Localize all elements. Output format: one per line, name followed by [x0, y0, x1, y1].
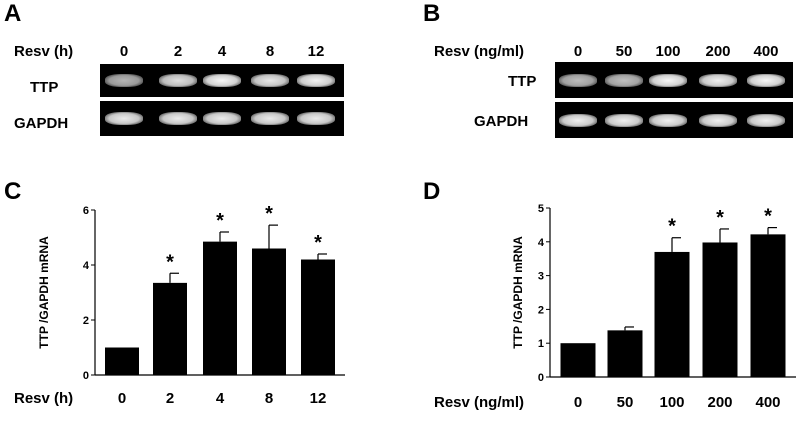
gel-band: [747, 73, 785, 87]
lane-label: 200: [705, 43, 731, 60]
x-category-label: 400: [755, 394, 780, 411]
gel-band: [605, 73, 643, 87]
panel-b-gapdh-gel: [555, 102, 793, 138]
x-category-label: 100: [659, 394, 684, 411]
panel-a-gapdh-gel: [100, 101, 344, 136]
panel-b-ttp-label: TTP: [508, 73, 537, 90]
lane-label: 0: [573, 43, 583, 60]
x-category-label: 12: [310, 390, 327, 407]
panel-b-ttp-gel: [555, 62, 793, 98]
gel-band: [297, 112, 335, 125]
bar: [750, 234, 786, 377]
gel-band: [297, 74, 335, 87]
gel-band: [747, 113, 785, 127]
gel-band: [605, 113, 643, 127]
lane-label: 12: [307, 43, 325, 60]
lane-label: 2: [173, 43, 183, 60]
panel-d-label: D: [423, 178, 441, 205]
y-axis-title: TTP /GAPDH mRNA: [37, 236, 51, 349]
y-tick-label: 1: [538, 338, 544, 350]
x-axis-title: Resv (h): [14, 390, 73, 407]
y-tick-label: 5: [538, 203, 544, 215]
bar: [105, 347, 139, 375]
panel-a-ttp-label: TTP: [30, 79, 59, 96]
y-tick-label: 3: [538, 271, 544, 283]
bar: [654, 251, 690, 377]
x-category-label: 8: [265, 390, 273, 407]
bar: [153, 282, 187, 375]
bar: [203, 241, 237, 375]
gel-band: [649, 113, 687, 127]
significance-marker: *: [166, 251, 174, 273]
gel-band: [699, 113, 737, 127]
y-tick-label: 2: [83, 315, 89, 327]
gel-band: [159, 112, 197, 125]
gel-band: [105, 112, 143, 125]
gel-band: [105, 74, 143, 87]
significance-marker: *: [216, 210, 224, 232]
y-tick-label: 0: [83, 370, 89, 382]
gel-band: [559, 113, 597, 127]
x-category-label: 4: [216, 390, 225, 407]
y-tick-label: 4: [538, 237, 545, 249]
x-category-label: 50: [617, 394, 634, 411]
lane-label: 50: [615, 43, 633, 60]
gel-band: [649, 73, 687, 87]
panel-a-label: A: [4, 0, 22, 27]
x-category-label: 0: [118, 390, 126, 407]
lane-label: 400: [753, 43, 779, 60]
panel-a-ttp-gel: [100, 64, 344, 97]
gel-band: [251, 112, 289, 125]
x-category-label: 2: [166, 390, 174, 407]
gel-band: [203, 112, 241, 125]
panel-c-label: C: [4, 178, 22, 205]
x-axis-title: Resv (ng/ml): [434, 394, 524, 411]
significance-marker: *: [716, 207, 724, 229]
bar: [301, 259, 335, 375]
panel-a-axis-label: Resv (h): [14, 43, 74, 60]
lane-label: 8: [265, 43, 275, 60]
bar: [607, 330, 643, 377]
x-category-label: 200: [707, 394, 732, 411]
significance-marker: *: [265, 203, 273, 225]
y-axis-title: TTP /GAPDH mRNA: [511, 236, 525, 349]
lane-label: 100: [655, 43, 681, 60]
bar: [560, 343, 596, 377]
significance-marker: *: [764, 206, 772, 228]
panel-b-axis-label: Resv (ng/ml): [434, 43, 525, 60]
bar: [702, 242, 738, 377]
y-tick-label: 0: [538, 372, 544, 384]
gel-band: [251, 74, 289, 87]
y-tick-label: 2: [538, 304, 544, 316]
significance-marker: *: [668, 216, 676, 238]
gel-band: [159, 74, 197, 87]
x-category-label: 0: [574, 394, 582, 411]
lane-label: 0: [119, 43, 129, 60]
significance-marker: *: [314, 232, 322, 254]
lane-label: 4: [217, 43, 227, 60]
gel-band: [203, 74, 241, 87]
panel-b-gapdh-label: GAPDH: [474, 113, 529, 130]
gel-band: [699, 73, 737, 87]
panel-b-label: B: [423, 0, 441, 27]
panel-a-gapdh-label: GAPDH: [14, 115, 69, 132]
y-tick-label: 6: [83, 205, 89, 217]
gel-band: [559, 73, 597, 87]
bar: [252, 248, 286, 375]
y-tick-label: 4: [83, 260, 90, 272]
